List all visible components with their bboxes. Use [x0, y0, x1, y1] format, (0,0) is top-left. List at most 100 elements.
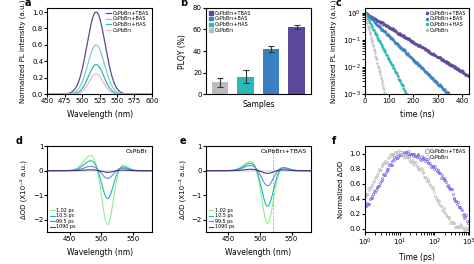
- CsPbBr₃+TBAS: [380, 21, 385, 24]
- CsPbBr₃+BAS: [404, 53, 410, 56]
- CsPbBr₃: [396, 149, 402, 152]
- CsPbBr₃+BAS: [465, 113, 471, 116]
- CsPbBr₃+TBAS: [386, 164, 392, 167]
- 10.5 ps: [51, 169, 57, 172]
- CsPbBr₃+HAS: [114, 92, 120, 95]
- Line: 1090 ps: 1090 ps: [206, 169, 310, 173]
- Legend: CsPbBr₃+TBAS, CsPbBr₃+BAS, CsPbBr₃+HAS, CsPbBr₃: CsPbBr₃+TBAS, CsPbBr₃+BAS, CsPbBr₃+HAS, …: [425, 10, 467, 33]
- CsPbBr₃: [114, 92, 120, 96]
- CsPbBr₃+BAS: [92, 44, 98, 47]
- Legend: 1.02 ps, 10.5 ps, 99.5 ps, 1090 ps: 1.02 ps, 10.5 ps, 99.5 ps, 1090 ps: [209, 208, 235, 230]
- CsPbBr₃+TBAS: [149, 93, 155, 96]
- CsPbBr₃+TBAS: [93, 11, 99, 14]
- Y-axis label: ΔOD (X10⁻² a.u.): ΔOD (X10⁻² a.u.): [20, 160, 27, 219]
- Line: 10.5 ps: 10.5 ps: [206, 163, 310, 206]
- 99.5 ps: [149, 169, 155, 172]
- CsPbBr₃+BAS: [93, 43, 99, 46]
- Y-axis label: ΔOD (X10⁻² a.u.): ΔOD (X10⁻² a.u.): [179, 160, 186, 219]
- CsPbBr₃: [389, 154, 394, 157]
- Y-axis label: Normalized PL intensity (a.u.): Normalized PL intensity (a.u.): [20, 0, 27, 103]
- 1.02 ps: [270, 201, 276, 205]
- CsPbBr₃+TBAS: [72, 88, 77, 91]
- 1090 ps: [149, 169, 155, 172]
- Y-axis label: Normalized ΔOD: Normalized ΔOD: [338, 161, 344, 218]
- 1.02 ps: [108, 213, 114, 216]
- Bar: [237, 77, 254, 94]
- CsPbBr₃+BAS: [466, 112, 472, 115]
- 1.02 ps: [247, 160, 253, 163]
- CsPbBr₃+BAS: [63, 93, 69, 96]
- X-axis label: time (ns): time (ns): [400, 110, 434, 119]
- CsPbBr₃+TBAS: [466, 74, 472, 77]
- 99.5 ps: [308, 169, 313, 172]
- 10.5 ps: [247, 162, 253, 165]
- CsPbBr₃+BAS: [434, 82, 440, 85]
- CsPbBr₃+HAS: [465, 213, 471, 216]
- 1.02 ps: [267, 218, 273, 221]
- Legend: CsPbBr₃+TBAS, CsPbBr₃+BAS, CsPbBr₃+HAS, CsPbBr₃: CsPbBr₃+TBAS, CsPbBr₃+BAS, CsPbBr₃+HAS, …: [209, 10, 251, 33]
- Text: a: a: [25, 0, 31, 8]
- CsPbBr₃: [379, 81, 385, 84]
- 10.5 ps: [270, 191, 276, 194]
- CsPbBr₃+HAS: [405, 94, 411, 97]
- CsPbBr₃+TBAS: [404, 36, 410, 39]
- X-axis label: Time (ps): Time (ps): [399, 253, 435, 262]
- CsPbBr₃+BAS: [45, 93, 50, 96]
- CsPbBr₃+HAS: [93, 63, 99, 66]
- 10.5 ps: [88, 159, 93, 162]
- CsPbBr₃+BAS: [406, 52, 411, 55]
- 10.5 ps: [108, 191, 114, 195]
- CsPbBr₃+TBAS: [434, 55, 440, 58]
- CsPbBr₃: [422, 255, 428, 258]
- CsPbBr₃+HAS: [422, 129, 428, 133]
- CsPbBr₃+TBAS: [452, 199, 458, 202]
- Line: 99.5 ps: 99.5 ps: [47, 166, 152, 178]
- 1.02 ps: [210, 169, 215, 172]
- 1.02 ps: [105, 223, 110, 226]
- 99.5 ps: [124, 167, 130, 171]
- CsPbBr₃: [466, 225, 472, 229]
- CsPbBr₃: [93, 72, 99, 75]
- 10.5 ps: [264, 205, 270, 208]
- 1.02 ps: [293, 169, 299, 172]
- 99.5 ps: [135, 169, 140, 172]
- CsPbBr₃+BAS: [106, 78, 112, 81]
- Line: CsPbBr₃+TBAS: CsPbBr₃+TBAS: [47, 12, 152, 94]
- 99.5 ps: [105, 177, 111, 180]
- CsPbBr₃+BAS: [423, 69, 428, 73]
- CsPbBr₃+TBAS: [460, 213, 465, 216]
- 1.02 ps: [203, 169, 209, 172]
- 1090 ps: [293, 169, 299, 172]
- X-axis label: Wavelength (nm): Wavelength (nm): [66, 248, 133, 257]
- CsPbBr₃+HAS: [72, 92, 77, 95]
- Text: c: c: [336, 0, 341, 8]
- 1090 ps: [88, 168, 94, 171]
- CsPbBr₃+TBAS: [423, 49, 428, 52]
- 1090 ps: [264, 172, 270, 175]
- Text: e: e: [180, 136, 187, 146]
- CsPbBr₃: [427, 184, 433, 187]
- Text: b: b: [180, 0, 187, 8]
- 10.5 ps: [308, 169, 313, 172]
- CsPbBr₃+HAS: [123, 93, 129, 96]
- CsPbBr₃+HAS: [45, 93, 50, 96]
- 99.5 ps: [293, 169, 299, 172]
- CsPbBr₃+TBAS: [389, 163, 394, 166]
- Line: CsPbBr₃: CsPbBr₃: [47, 74, 152, 94]
- 1090 ps: [210, 169, 215, 172]
- CsPbBr₃+TBAS: [406, 37, 411, 40]
- CsPbBr₃: [45, 93, 50, 96]
- CsPbBr₃: [362, 196, 368, 199]
- Text: CsPbBr₃+TBAS: CsPbBr₃+TBAS: [260, 149, 306, 154]
- X-axis label: Wavelength (nm): Wavelength (nm): [225, 248, 292, 257]
- 10.5 ps: [111, 181, 117, 184]
- CsPbBr₃: [63, 93, 69, 96]
- 99.5 ps: [203, 169, 209, 172]
- 1.02 ps: [88, 154, 93, 157]
- 1090 ps: [283, 168, 288, 172]
- CsPbBr₃: [149, 93, 155, 96]
- 10.5 ps: [135, 169, 140, 172]
- CsPbBr₃+HAS: [466, 213, 472, 216]
- CsPbBr₃+BAS: [72, 91, 77, 94]
- 1090 ps: [308, 169, 313, 172]
